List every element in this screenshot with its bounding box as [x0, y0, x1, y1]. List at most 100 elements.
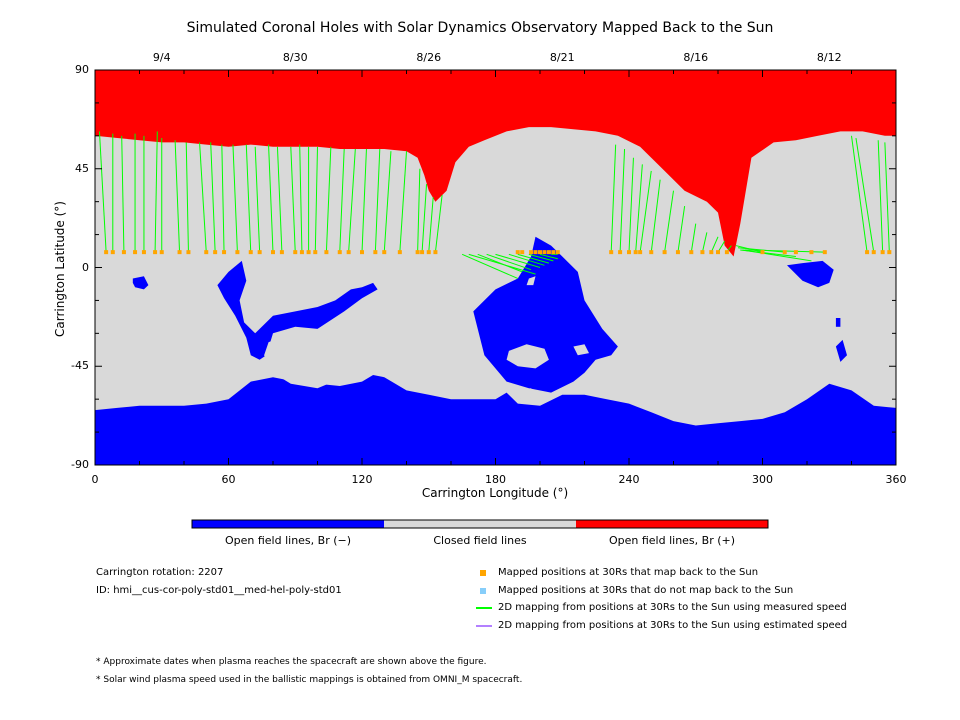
measured-speed-mapping-line — [855, 137, 875, 253]
colorbar-segment — [192, 520, 384, 528]
mapped-position-marker — [675, 250, 680, 255]
mapped-position-marker — [159, 250, 164, 255]
north-coronal-hole — [95, 70, 896, 257]
coronal-hole-patches — [132, 236, 847, 400]
model-id: ID: hmi__cus-cor-poly-std01__med-hel-pol… — [96, 585, 342, 596]
mapped-position-marker — [397, 250, 402, 255]
measured-speed-mapping-line — [121, 135, 125, 253]
closed-field-island — [506, 344, 549, 369]
mapped-position-marker — [793, 250, 798, 255]
colorbar-label-positive: Open field lines, Br (+) — [608, 534, 736, 547]
closed-field-island — [526, 276, 536, 286]
measured-speed-mapping-line — [851, 135, 868, 253]
mapped-position-marker — [529, 250, 534, 255]
mapped-position-marker — [299, 250, 304, 255]
measured-speed-mapping-line — [486, 253, 532, 271]
mapped-position-marker — [633, 250, 638, 255]
measured-speed-mapping-line — [517, 253, 550, 264]
mapped-position-marker — [186, 250, 191, 255]
measured-speed-mapping-line — [610, 144, 617, 253]
mapped-position-marker — [809, 250, 814, 255]
mapped-position-marker — [346, 250, 351, 255]
mapped-position-marker — [515, 250, 520, 255]
date-tick-label: 8/12 — [816, 51, 842, 64]
mapped-position-marker — [415, 250, 420, 255]
mapped-position-marker — [662, 250, 667, 255]
mapped-position-marker — [638, 250, 643, 255]
mapped-position-marker — [887, 250, 892, 255]
measured-speed-mapping-line — [325, 146, 332, 253]
mapped-position-marker — [360, 250, 364, 255]
mapped-position-marker — [538, 250, 542, 255]
axis-ticks — [94, 69, 897, 466]
mapped-position-marker — [709, 250, 714, 255]
measured-speed-mapping-line — [417, 168, 421, 253]
measured-speed-mapping-line — [495, 253, 541, 268]
measured-speed-mapping-line — [348, 148, 356, 253]
mapped-position-marker — [382, 250, 387, 255]
coronal-hole-patch — [217, 260, 378, 360]
x-tick-label: 120 — [351, 473, 373, 486]
x-tick-label: 180 — [485, 473, 506, 486]
measured-speed-mapping-line — [245, 144, 252, 253]
y-tick-label: -90 — [71, 458, 89, 471]
measured-speed-mapping-line — [221, 144, 225, 253]
colorbar-label-negative: Open field lines, Br (−) — [224, 534, 352, 547]
mapped-position-marker — [871, 250, 876, 255]
measured-speed-mapping-line — [421, 184, 428, 253]
footnote-dates: * Approximate dates when plasma reaches … — [96, 657, 487, 667]
measured-speed-mapping-line — [254, 146, 261, 253]
mapped-position-marker — [533, 250, 538, 255]
mapped-position-marker — [133, 250, 138, 255]
measured-speed-mapping-line — [290, 146, 296, 253]
mapped-position-marker — [520, 250, 525, 255]
x-tick-label: 360 — [885, 473, 907, 486]
measured-speed-mapping-line — [185, 142, 189, 253]
mapped-position-marker — [293, 250, 298, 255]
measured-speed-mapping-line — [399, 151, 407, 253]
measured-speed-mapping-line — [701, 232, 708, 253]
measured-speed-mapping-line — [677, 205, 686, 253]
y-axis-label: Carrington Latitude (°) — [53, 201, 67, 337]
mapped-position-marker — [618, 250, 623, 255]
orange-square-icon — [480, 570, 486, 576]
mapped-position-marker — [121, 250, 126, 255]
mapped-position-marker — [177, 250, 182, 255]
measured-speed-mapping-line — [664, 190, 674, 253]
mapped-position-marker — [627, 250, 631, 255]
measured-speed-mapping-line — [690, 223, 697, 253]
mapped-position-marker — [555, 250, 560, 255]
colorbar-segment — [384, 520, 576, 528]
colorbar — [191, 519, 769, 529]
figure-title: Simulated Coronal Holes with Solar Dynam… — [186, 20, 774, 36]
measured-speed-mapping-line — [210, 142, 216, 253]
x-tick-label: 300 — [752, 473, 773, 486]
measured-speed-mapping-line — [428, 197, 434, 253]
measured-speed-mapping-line — [434, 195, 443, 253]
mapped-position-marker — [649, 250, 654, 255]
mapped-position-marker — [822, 250, 827, 255]
measured-speed-mapping-line — [628, 157, 634, 253]
mapped-position-marker — [257, 250, 262, 255]
date-tick-label: 9/4 — [152, 51, 171, 64]
x-tick-label: 60 — [221, 473, 236, 486]
mapped-position-marker — [222, 250, 227, 255]
coronal-hole-patch — [787, 260, 834, 288]
measured-speed-mapping-line — [268, 144, 274, 253]
mapped-position-marker — [235, 250, 240, 255]
measured-speed-mapping-line — [199, 142, 207, 253]
y-tick-label: 90 — [75, 63, 89, 76]
x-tick-label: 240 — [618, 473, 640, 486]
measured-speed-mapping-line — [639, 170, 652, 253]
carrington-rotation: Carrington rotation: 2207 — [96, 567, 224, 578]
mapped-position-marker — [724, 250, 729, 255]
measured-speed-mapping-line — [232, 144, 238, 253]
mapped-position-marker — [426, 250, 431, 255]
mapped-position-marker — [689, 250, 694, 255]
colorbar-segment — [576, 520, 768, 528]
mapped-position-marker — [313, 250, 318, 255]
measured-speed-mapping-line — [361, 148, 367, 253]
mapped-position-marker — [337, 250, 342, 255]
y-tick-label: 0 — [82, 260, 89, 274]
